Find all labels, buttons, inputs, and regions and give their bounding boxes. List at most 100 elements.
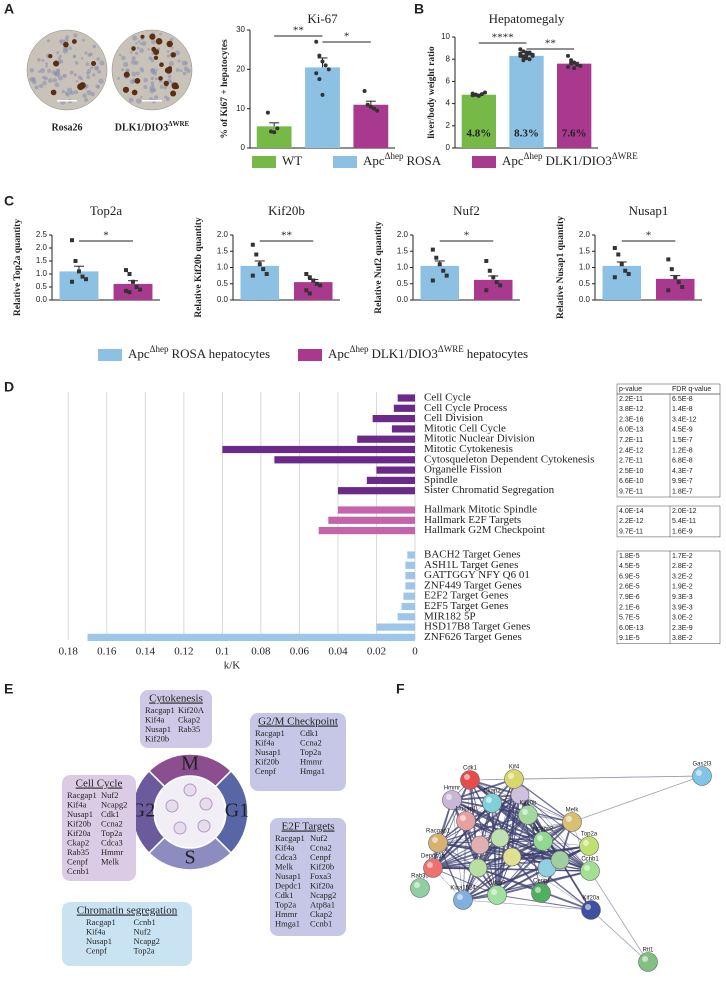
y-tick-label: 4 (446, 99, 451, 108)
category-label: Hallmark E2F Targets (424, 514, 521, 526)
x-axis-label: k/K (224, 660, 241, 672)
gene-name: Top2a (134, 945, 155, 955)
data-point (272, 130, 277, 135)
data-point (261, 267, 266, 272)
table-group-box (616, 505, 721, 538)
y-tick-label: 0.0 (36, 295, 48, 304)
data-point (264, 272, 269, 276)
data-point (375, 108, 380, 113)
value-label: 7.6% (562, 128, 587, 140)
network-edge (511, 845, 590, 858)
network-node (456, 811, 476, 831)
value-label: 8.3% (514, 128, 539, 140)
node-shine (585, 904, 591, 910)
gene-name: Rab35 (178, 724, 200, 734)
gene-name: Hmga1 (300, 766, 325, 776)
network-node (531, 883, 551, 903)
bar (113, 283, 153, 300)
gene-name: Top2a (300, 747, 321, 757)
data-point (494, 280, 499, 285)
phase-label: S (184, 847, 195, 869)
gene-name: Top2a (101, 828, 122, 838)
y-tick-label: 6 (446, 77, 451, 86)
ki67-nucleus (50, 89, 57, 96)
table-header: FDR q-value (672, 386, 711, 393)
bar (293, 282, 333, 300)
p-value: 2.2E-11 (619, 396, 643, 403)
fdr-q-value: 3.9E-3 (672, 604, 693, 611)
y-tick-label: 2.0 (397, 230, 409, 239)
legend-suffix: DLK1/DIO3 (371, 346, 437, 361)
gene-name: Ccnb1 (67, 866, 89, 876)
node-shine (486, 797, 492, 803)
category-label: Hallmark G2M Checkpoint (424, 524, 545, 536)
category-label: ASH1L Target Genes (424, 559, 518, 571)
nucleus (74, 61, 79, 65)
gene-name: Racgap1 (275, 833, 305, 843)
scale-bar (142, 100, 162, 102)
ki67-nucleus (155, 38, 163, 45)
network-edge (571, 775, 703, 823)
nucleus (137, 40, 141, 43)
gene-name: Kif4a (67, 799, 87, 809)
data-point (73, 259, 78, 263)
fdr-q-value: 3.0E-2 (672, 615, 693, 622)
nucleus (166, 50, 170, 53)
p-value: 7.2E-11 (619, 437, 643, 444)
data-point (131, 279, 135, 284)
nucleus (72, 54, 77, 59)
nucleus (41, 58, 45, 62)
nucleus (87, 68, 92, 74)
nucleus (149, 88, 155, 94)
data-point (572, 66, 577, 71)
y-tick-label: 2.5 (36, 230, 48, 239)
bar (391, 425, 415, 433)
data-point (666, 257, 671, 262)
nucleus (123, 61, 129, 68)
nucleus (89, 52, 93, 57)
bar (353, 104, 389, 148)
y-tick-label: 1.5 (217, 246, 229, 255)
data-point (430, 247, 435, 252)
network-edge (491, 802, 561, 861)
data-point (134, 285, 139, 289)
panel-letter: B (414, 1, 424, 17)
network-edge (559, 859, 592, 911)
data-point (250, 273, 255, 278)
ki67-nucleus (165, 66, 173, 74)
node-label: Ckap2 (483, 789, 501, 795)
nucleus (184, 61, 188, 65)
node-shine (432, 837, 438, 843)
nucleus (97, 69, 102, 74)
nucleus (118, 53, 122, 57)
nucleus (68, 46, 72, 51)
network-node (428, 833, 448, 853)
nucleus (62, 74, 66, 77)
nucleus (140, 95, 143, 99)
node-shine (464, 774, 470, 780)
nucleus (150, 76, 155, 81)
data-point (371, 106, 376, 111)
nucleus (159, 84, 164, 89)
network-edge (462, 899, 592, 911)
gene-name: Racgap1 (145, 705, 175, 715)
nucleus (154, 77, 158, 81)
node-label: Rtl1 (643, 948, 654, 954)
nucleus (54, 82, 60, 88)
gene-name: Racgap1 (67, 790, 97, 800)
chart-title: Hepatomegaly (489, 11, 565, 26)
nucleus (136, 98, 142, 104)
network-node (638, 952, 658, 972)
bar (274, 456, 415, 464)
panel-letter: F (396, 681, 405, 697)
data-point (314, 281, 319, 286)
gene-name: Hmmr (300, 756, 322, 766)
nucleus (129, 79, 135, 85)
network-node (423, 858, 443, 878)
histology-image (111, 29, 193, 111)
network-edge (496, 894, 592, 911)
node-label: Cdca3 (488, 881, 506, 887)
network-edge (499, 837, 561, 861)
data-point (307, 275, 312, 280)
data-point (80, 274, 85, 279)
